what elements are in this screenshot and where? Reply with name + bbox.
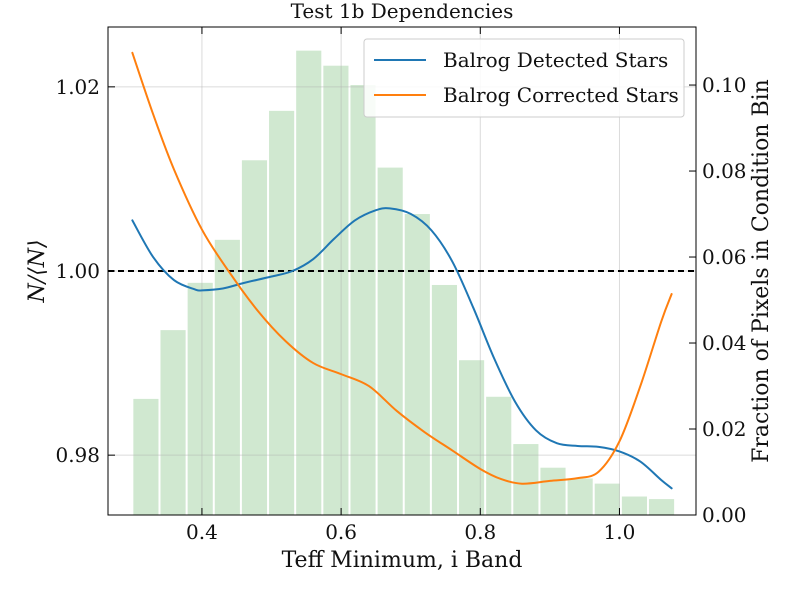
histogram-bar-18 xyxy=(621,496,647,515)
y2-tick-label-2: 0.04 xyxy=(702,331,747,355)
y-axis-label: N/⟨N⟩ xyxy=(25,239,50,303)
histogram-bar-19 xyxy=(648,499,675,515)
legend-label-corrected: Balrog Corrected Stars xyxy=(443,83,679,107)
histogram-bar-0 xyxy=(133,398,159,515)
y-tick-label-0: 0.98 xyxy=(55,443,100,467)
x-axis: 0.4 0.6 0.8 1.0 xyxy=(186,27,635,544)
histogram-layer xyxy=(133,50,675,516)
histogram-bar-11 xyxy=(431,284,458,515)
x-tick-label-2: 0.8 xyxy=(464,520,496,544)
histogram-bar-2 xyxy=(187,282,213,515)
series-line-0 xyxy=(131,207,673,490)
histogram-bar-15 xyxy=(540,467,566,515)
y2-tick-label-5: 0.10 xyxy=(702,73,747,97)
histogram-bar-4 xyxy=(241,160,268,515)
histogram-bar-14 xyxy=(513,444,539,515)
histogram-bar-16 xyxy=(567,478,593,515)
histogram-bar-9 xyxy=(377,167,403,516)
series-layer xyxy=(131,51,673,490)
y-tick-label-1: 1.00 xyxy=(55,259,100,283)
y2-tick-label-3: 0.06 xyxy=(702,245,747,269)
histogram-bar-1 xyxy=(160,330,186,515)
legend-box xyxy=(363,38,685,118)
histogram-bar-5 xyxy=(269,110,295,516)
x-tick-label-1: 0.6 xyxy=(325,520,357,544)
histogram-bar-13 xyxy=(486,396,512,515)
y-axis-right: 0.00 0.02 0.04 0.06 0.08 0.10 xyxy=(689,73,747,527)
histogram-bar-6 xyxy=(296,50,322,515)
y2-tick-label-4: 0.08 xyxy=(702,159,747,183)
histogram-bar-10 xyxy=(404,214,430,516)
histogram-bar-12 xyxy=(459,360,485,515)
x-tick-label-0: 0.4 xyxy=(186,520,218,544)
x-tick-label-3: 1.0 xyxy=(604,520,636,544)
chart-title: Test 1b Dependencies xyxy=(291,0,514,23)
y-tick-label-2: 1.02 xyxy=(55,75,100,99)
histogram-bar-17 xyxy=(594,483,620,515)
histogram-bar-8 xyxy=(350,85,376,515)
x-axis-label: Teff Minimum, i Band xyxy=(282,548,523,573)
legend-label-detected: Balrog Detected Stars xyxy=(443,48,668,72)
y2-tick-label-0: 0.00 xyxy=(702,503,747,527)
y2-axis-label: Fraction of Pixels in Condition Bin xyxy=(749,79,774,463)
y2-tick-label-1: 0.02 xyxy=(702,417,747,441)
legend: Balrog Detected Stars Balrog Corrected S… xyxy=(363,38,685,118)
y-axis-left: 0.98 1.00 1.02 xyxy=(55,75,115,467)
series-line-1 xyxy=(131,51,673,485)
histogram-bar-7 xyxy=(323,65,349,515)
